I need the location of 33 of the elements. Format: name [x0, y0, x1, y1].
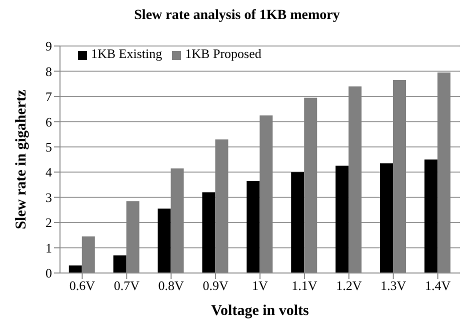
- x-tick-label: 1.4V: [424, 278, 452, 294]
- bar: [113, 255, 126, 273]
- x-tick-label: 0.7V: [114, 278, 140, 294]
- y-tick-label: 9: [46, 38, 52, 54]
- y-tick-label: 8: [46, 64, 52, 79]
- x-tick-label: 0.6V: [69, 278, 96, 294]
- bar: [246, 180, 260, 273]
- x-axis-title: Voltage in volts: [211, 303, 310, 319]
- x-tick-label: 0.9V: [202, 278, 229, 294]
- y-tick-label: 1: [46, 240, 52, 256]
- bar: [380, 163, 393, 273]
- y-tick-label: 5: [46, 140, 52, 155]
- x-tick-label: 1.1V: [292, 278, 318, 294]
- legend-label: 1KB Proposed: [185, 46, 262, 61]
- x-tick-label: 1.3V: [380, 278, 407, 294]
- bar: [424, 160, 438, 273]
- x-tick-label: 0.8V: [158, 278, 185, 294]
- legend-label: 1KB Existing: [91, 46, 162, 61]
- y-tick-label: 4: [46, 164, 52, 180]
- y-tick-label: 0: [46, 266, 52, 281]
- bar: [158, 208, 171, 273]
- y-tick-label: 6: [46, 114, 52, 130]
- bar: [336, 166, 349, 273]
- bar: [68, 265, 82, 273]
- x-tick-label: 1.2V: [336, 278, 362, 294]
- y-tick-label: 3: [46, 190, 52, 205]
- y-tick-label: 2: [46, 215, 52, 230]
- bar: [202, 192, 216, 273]
- bar: [291, 172, 304, 273]
- y-axis-title: Slew rate in gigahertz: [13, 89, 30, 230]
- x-tick-label: 1V: [252, 278, 269, 294]
- y-tick-label: 7: [46, 89, 52, 104]
- chart-title: Slew rate analysis of 1KB memory: [133, 8, 341, 25]
